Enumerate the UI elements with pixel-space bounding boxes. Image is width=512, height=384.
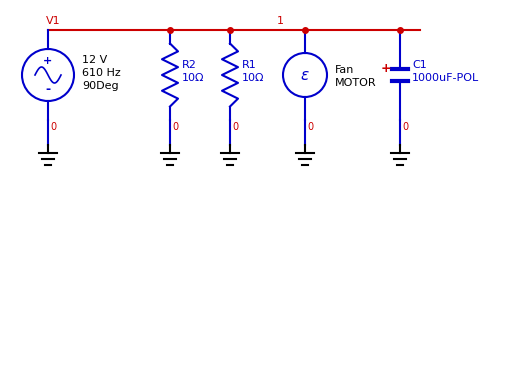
Text: 1: 1	[276, 16, 284, 26]
Text: V1: V1	[46, 16, 60, 26]
Text: 0: 0	[307, 122, 313, 132]
Text: 0: 0	[232, 122, 238, 132]
Text: +: +	[44, 56, 53, 66]
Text: C1
1000uF-POL: C1 1000uF-POL	[412, 60, 479, 83]
Text: $\varepsilon$: $\varepsilon$	[300, 68, 310, 83]
Text: Fan
MOTOR: Fan MOTOR	[335, 65, 377, 88]
Text: 0: 0	[50, 122, 56, 132]
Text: 0: 0	[402, 122, 408, 132]
Text: 0: 0	[172, 122, 178, 132]
Text: -: -	[46, 83, 51, 96]
Text: R2
10Ω: R2 10Ω	[182, 60, 204, 83]
Text: +: +	[381, 63, 391, 76]
Text: 12 V
610 Hz
90Deg: 12 V 610 Hz 90Deg	[82, 55, 121, 91]
Text: R1
10Ω: R1 10Ω	[242, 60, 265, 83]
